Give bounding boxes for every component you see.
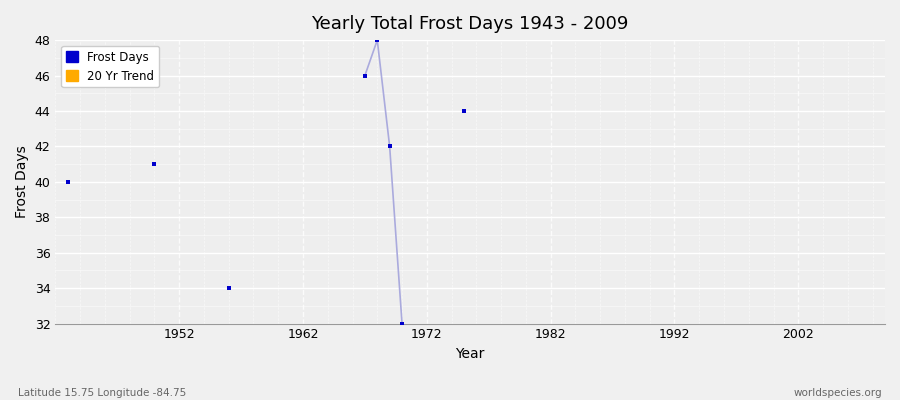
Point [148, 161, 162, 167]
Point [395, 320, 410, 327]
X-axis label: Year: Year [455, 347, 485, 361]
Text: Latitude 15.75 Longitude -84.75: Latitude 15.75 Longitude -84.75 [18, 388, 186, 398]
Point [221, 285, 236, 291]
Text: worldspecies.org: worldspecies.org [794, 388, 882, 398]
Legend: Frost Days, 20 Yr Trend: Frost Days, 20 Yr Trend [61, 46, 159, 87]
Point [382, 143, 397, 150]
Point [370, 37, 384, 43]
Point [60, 179, 75, 185]
Y-axis label: Frost Days: Frost Days [15, 146, 29, 218]
Title: Yearly Total Frost Days 1943 - 2009: Yearly Total Frost Days 1943 - 2009 [311, 15, 629, 33]
Point [357, 72, 372, 79]
Point [457, 108, 472, 114]
